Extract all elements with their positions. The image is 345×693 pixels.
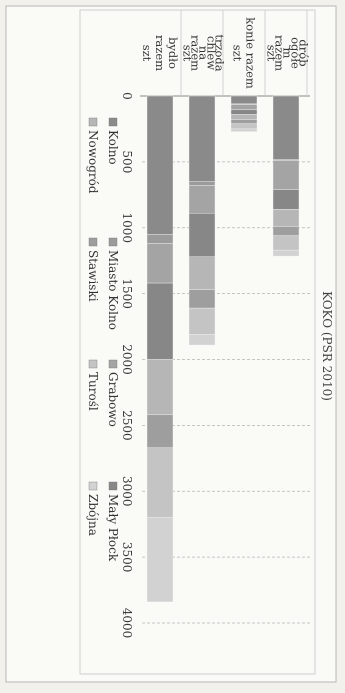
category-label: m — [281, 48, 295, 59]
bar-segment — [188, 307, 216, 335]
bar-segment — [188, 185, 216, 214]
category-label: razem — [273, 35, 287, 71]
legend-label: Zbójna — [86, 494, 100, 536]
category-label: szt — [265, 45, 279, 62]
tick-labels: 0 500 1000 1500 2000 2500 3000 3500 4000 — [120, 92, 134, 638]
x-tick-label: 0 — [120, 92, 134, 100]
bar-segment — [188, 334, 216, 346]
x-tick-label: 500 — [120, 150, 134, 173]
legend-swatch — [88, 359, 98, 369]
category-label: na — [197, 46, 211, 60]
category-label: bydło — [166, 37, 180, 69]
legend-label: Miasto Kolno — [106, 250, 120, 330]
chart-title: KOKO (PSR 2010) — [320, 291, 334, 401]
chart-content: KOKO (PSR 2010) dróbogółemrazemsztkonie … — [79, 9, 334, 675]
category-label: razem — [153, 35, 167, 71]
legend-label: Mały Płock — [106, 494, 120, 562]
category-label: konie razem — [244, 17, 258, 89]
bar-segment — [146, 234, 174, 244]
bar-segment — [230, 109, 258, 115]
legend-swatch — [108, 237, 118, 247]
category-label: szt — [140, 45, 154, 62]
x-tick-label: 2000 — [120, 344, 134, 375]
bar-segment — [272, 226, 300, 236]
legend: Kolno Miasto Kolno Grabowo Mały Płock Nowogr… — [86, 117, 120, 562]
legend-swatch — [108, 117, 118, 127]
bar-segment — [188, 289, 216, 309]
bar-segment — [188, 213, 216, 257]
bar-segment — [272, 209, 300, 227]
legend-label: Grabowo — [106, 372, 120, 427]
x-tick-label: 3500 — [120, 542, 134, 573]
bar-segment — [188, 181, 216, 186]
bar-segment — [146, 95, 174, 235]
bar-segment — [188, 95, 216, 182]
bar-segment — [188, 256, 216, 290]
bars — [146, 95, 300, 603]
bar-segment — [146, 447, 174, 518]
legend-swatch — [88, 237, 98, 247]
category-label: ogółe — [289, 37, 303, 69]
legend-label: Kolno — [106, 130, 120, 165]
bar-segment — [230, 114, 258, 120]
bar-segment — [272, 189, 300, 210]
bar-segment — [272, 249, 300, 257]
bar-segment — [230, 119, 258, 124]
x-tick-label: 3000 — [120, 476, 134, 507]
bar-segment — [272, 235, 300, 251]
category-label: trzoda — [213, 34, 227, 71]
legend-label: Turośl — [86, 372, 100, 411]
bar-segment — [146, 282, 174, 360]
category-label: szt — [181, 45, 195, 62]
bar-segment — [146, 517, 174, 603]
legend-label: Stawiski — [86, 250, 100, 302]
bar-segment — [230, 95, 258, 105]
plot-area — [79, 9, 316, 675]
bar-segment — [146, 243, 174, 284]
category-label: chlew — [205, 36, 219, 70]
bar-segment — [230, 128, 258, 132]
x-tick-label: 1000 — [120, 212, 134, 243]
bar-segment — [230, 123, 258, 130]
legend-swatch — [88, 117, 98, 127]
category-label: drób — [297, 39, 311, 66]
bar-segment — [230, 104, 258, 111]
bar-segment — [272, 95, 300, 160]
legend-swatch — [108, 359, 118, 369]
legend-label: Nowogród — [86, 130, 100, 194]
x-tick-label: 1500 — [120, 278, 134, 309]
category-label: razem — [189, 35, 203, 71]
bar-segment — [146, 359, 174, 416]
legend-swatch — [108, 481, 118, 491]
x-tick-label: 2500 — [120, 410, 134, 441]
bar-segment — [272, 160, 300, 190]
bar-segment — [146, 414, 174, 448]
category-label: szt — [231, 45, 245, 62]
x-tick-label: 4000 — [120, 608, 134, 639]
legend-swatch — [88, 481, 98, 491]
